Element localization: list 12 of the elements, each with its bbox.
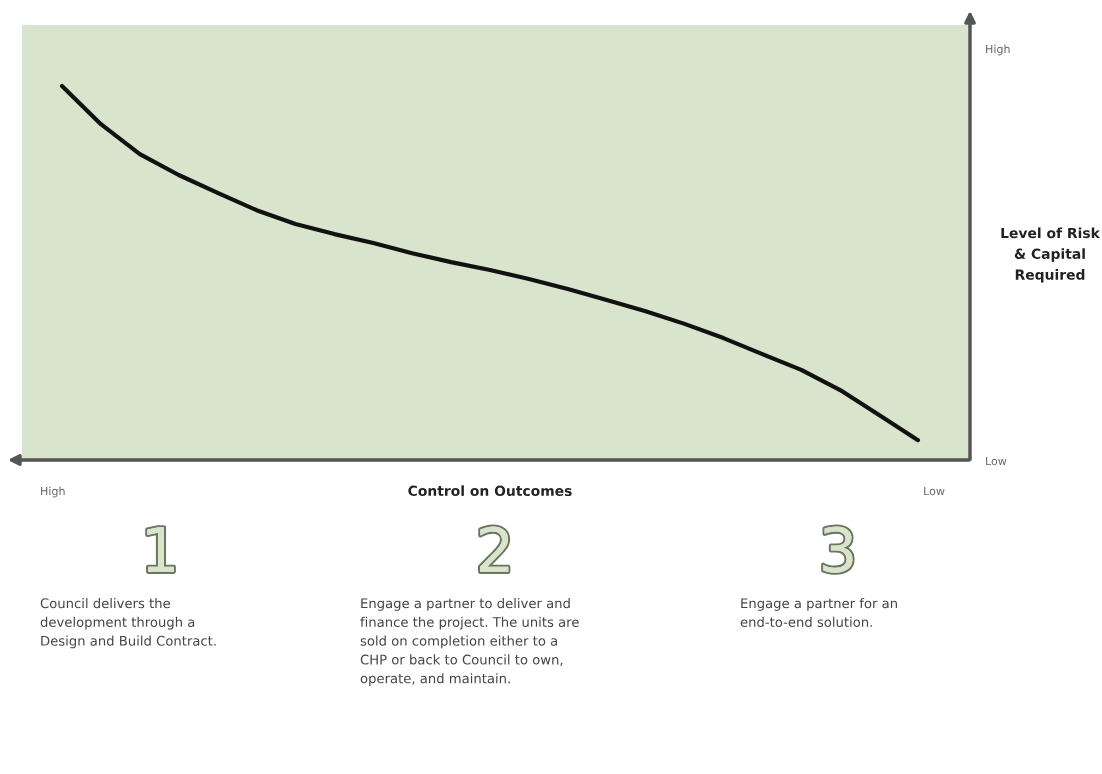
x-axis-title: Control on Outcomes: [408, 485, 572, 497]
text: High: [986, 44, 1010, 56]
text: Engage a partner to deliver and finance the project. The units are sold on completion either to a CHP or back to Council to own, operate, and maintain.: [360, 598, 579, 686]
text: 2: [480, 526, 509, 572]
text: High: [41, 486, 65, 498]
text: Engage a partner for an end-to-end solution.: [740, 598, 897, 627]
y-axis-title: Level of Risk & Capital Required: [1001, 227, 1101, 283]
text: Council delivers the development through a Design and Build Contract.: [40, 598, 216, 649]
text: Low: [986, 456, 1007, 466]
text: 1: [147, 527, 174, 572]
text: 3: [823, 526, 853, 573]
text: Low: [924, 486, 945, 496]
